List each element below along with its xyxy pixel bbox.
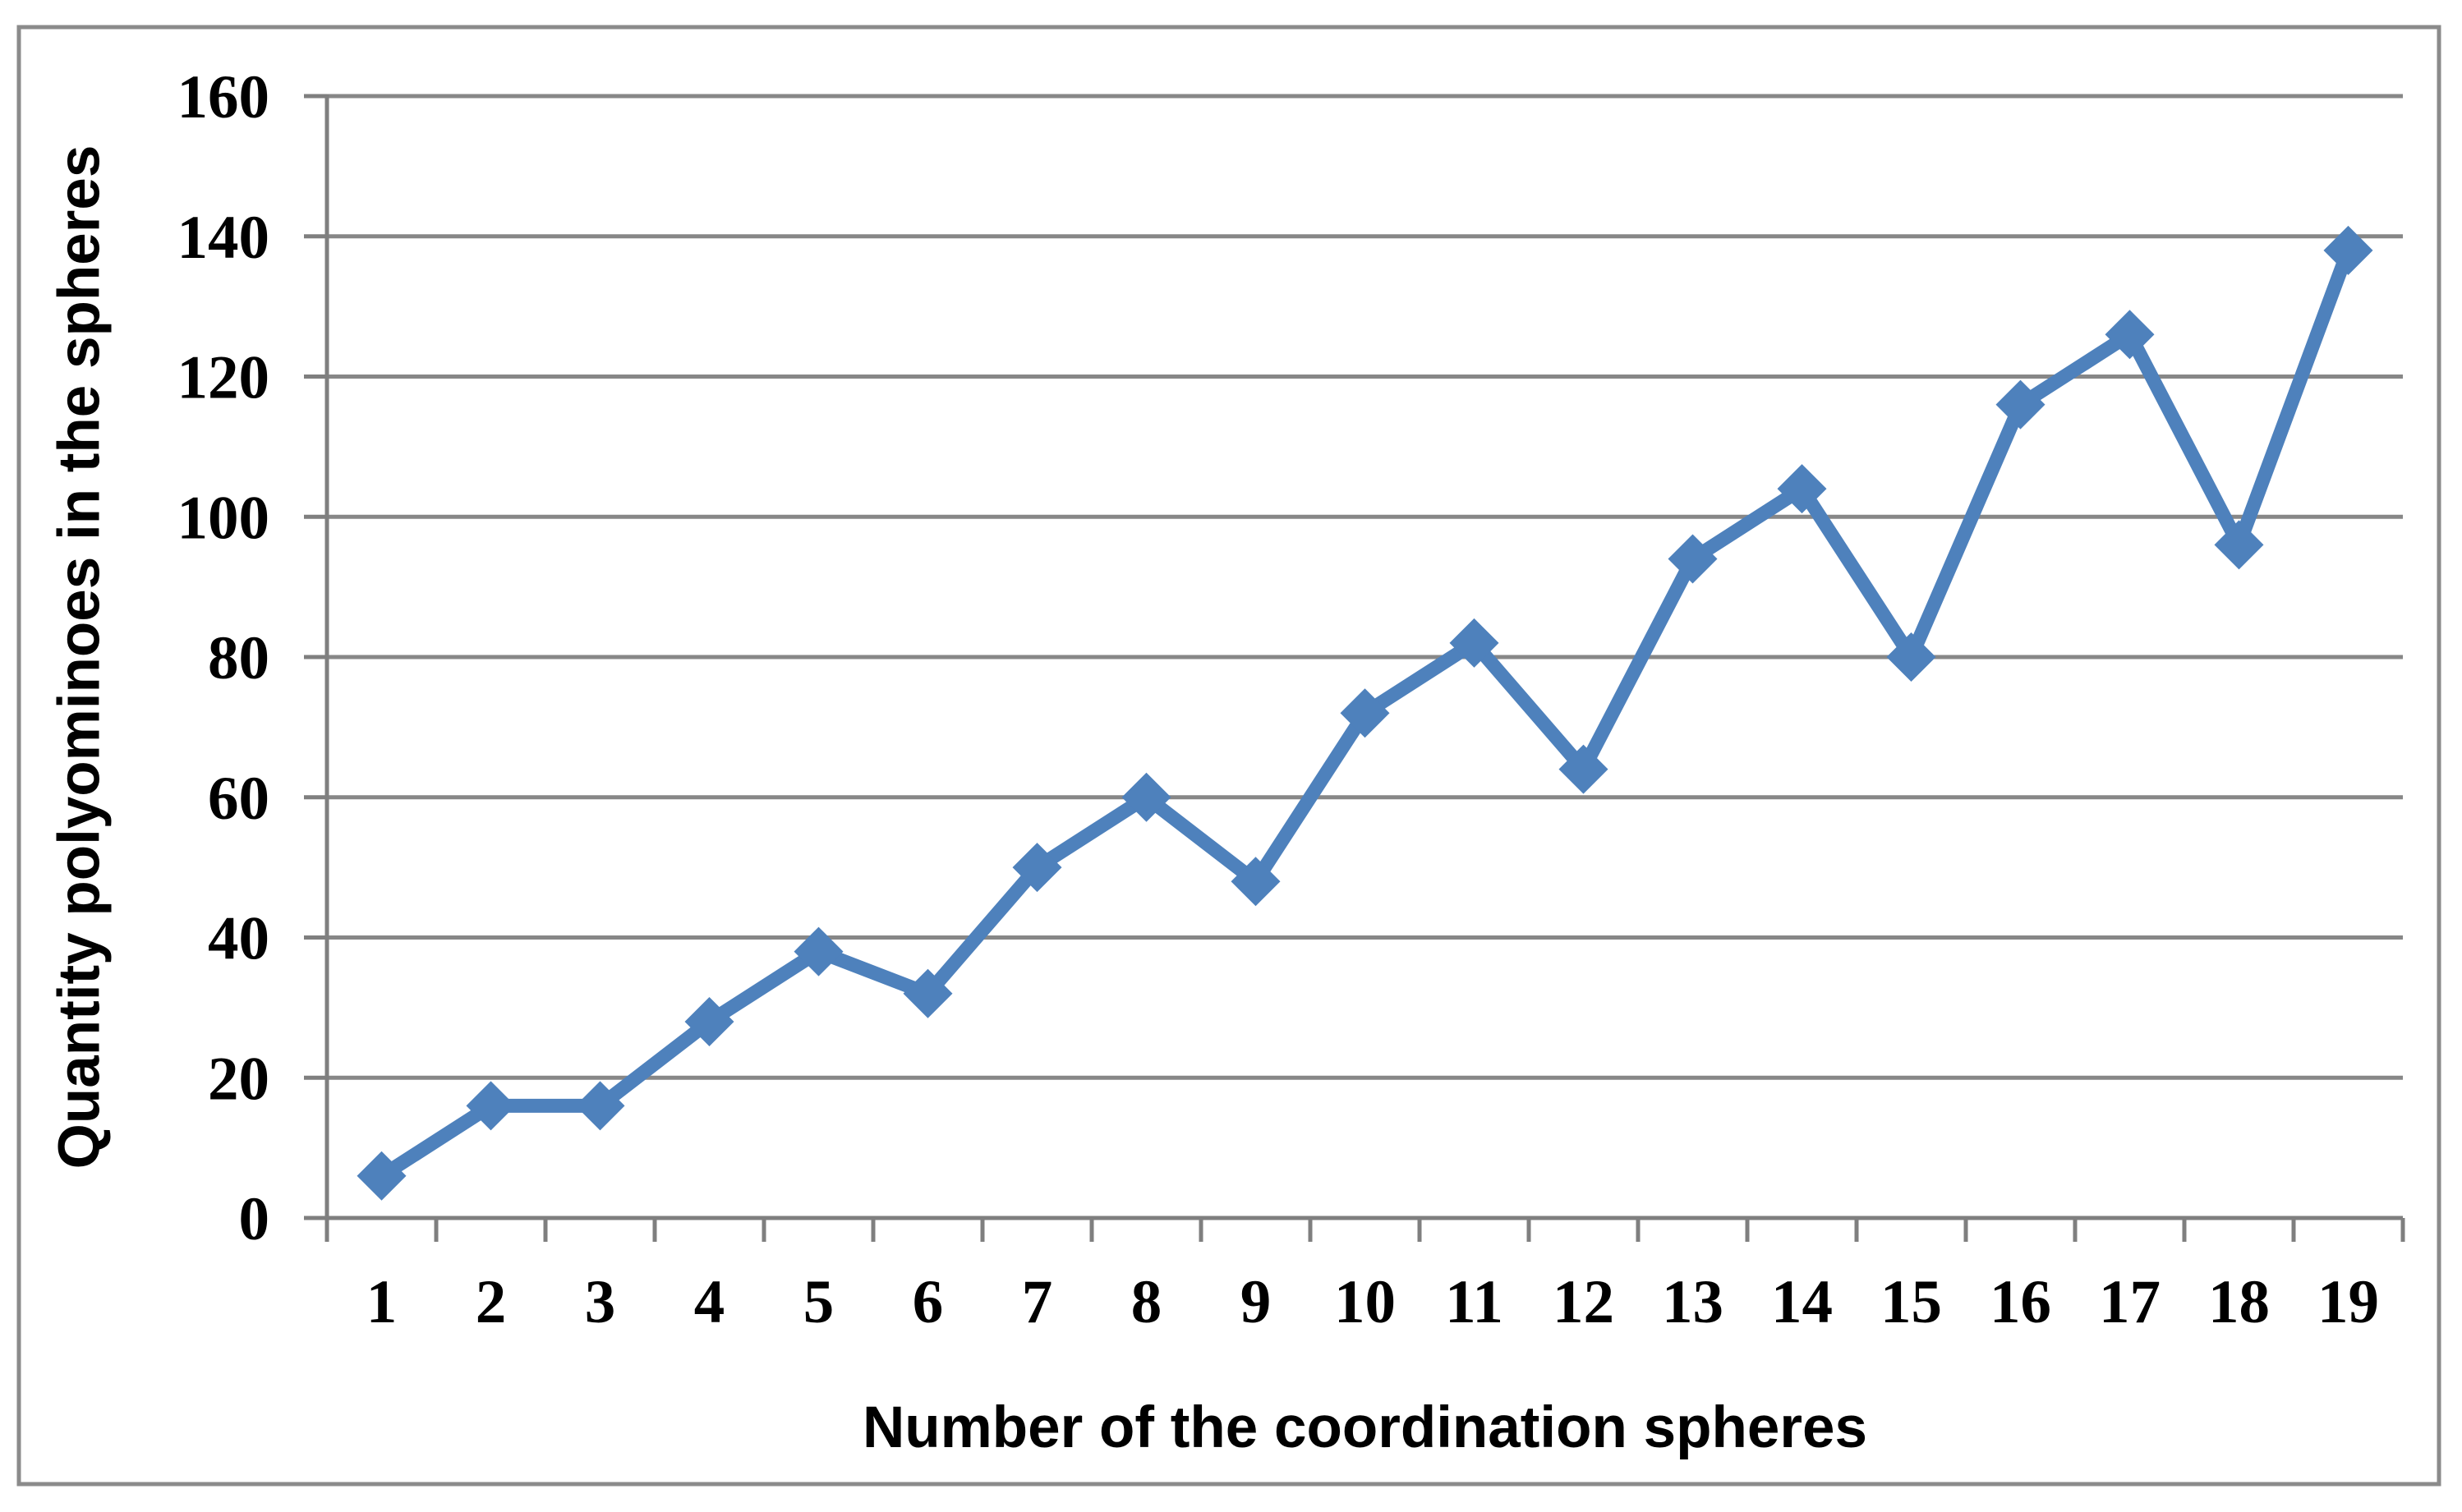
- data-point-marker: [1886, 632, 1936, 682]
- data-point-marker: [1995, 379, 2046, 430]
- y-tick-label: 120: [177, 344, 270, 412]
- y-tick-label: 100: [177, 484, 270, 552]
- x-tick-label: 5: [803, 1268, 835, 1336]
- data-point-marker: [1340, 688, 1390, 738]
- data-point-marker: [1668, 534, 1718, 584]
- data-point-marker: [2105, 310, 2155, 360]
- data-point-marker: [1012, 843, 1062, 893]
- data-point-marker: [466, 1081, 516, 1131]
- x-tick-label: 12: [1553, 1268, 1614, 1336]
- x-tick-label: 17: [2099, 1268, 2161, 1336]
- y-tick-label: 60: [208, 765, 269, 833]
- data-point-marker: [1449, 618, 1499, 668]
- x-tick-label: 6: [913, 1268, 944, 1336]
- x-tick-label: 8: [1131, 1268, 1162, 1336]
- x-tick-label: 10: [1334, 1268, 1396, 1336]
- figure-border: [16, 25, 2441, 1487]
- x-tick-label: 19: [2317, 1268, 2379, 1336]
- x-tick-label: 4: [694, 1268, 725, 1336]
- y-tick-label: 160: [177, 63, 270, 131]
- x-tick-label: 2: [476, 1268, 507, 1336]
- x-axis-title: Number of the coordination spheres: [863, 1395, 1867, 1460]
- x-tick-label: 11: [1445, 1268, 1503, 1336]
- x-tick-label: 14: [1771, 1268, 1833, 1336]
- y-tick-label: 140: [177, 204, 270, 272]
- data-point-marker: [1558, 744, 1608, 794]
- data-point-marker: [794, 926, 844, 977]
- y-tick-label: 0: [239, 1185, 270, 1253]
- x-tick-label: 3: [585, 1268, 616, 1336]
- x-tick-label: 13: [1662, 1268, 1723, 1336]
- y-tick-label: 80: [208, 624, 269, 692]
- data-point-marker: [1121, 772, 1171, 822]
- y-tick-label: 40: [208, 905, 269, 973]
- x-tick-label: 1: [366, 1268, 398, 1336]
- data-point-marker: [2214, 520, 2264, 570]
- data-point-marker: [684, 996, 734, 1046]
- x-tick-label: 15: [1880, 1268, 1942, 1336]
- x-tick-label: 18: [2208, 1268, 2270, 1336]
- data-point-marker: [1777, 464, 1827, 514]
- y-tick-label: 20: [208, 1045, 269, 1113]
- data-point-marker: [575, 1081, 625, 1131]
- data-point-marker: [2323, 225, 2373, 275]
- x-tick-label: 16: [1990, 1268, 2051, 1336]
- x-tick-label: 9: [1240, 1268, 1272, 1336]
- y-axis-title: Quantity polyominoes in the spheres: [47, 145, 113, 1170]
- data-point-marker: [1231, 857, 1281, 907]
- data-point-marker: [357, 1151, 407, 1201]
- data-point-marker: [903, 968, 953, 1018]
- x-tick-label: 7: [1022, 1268, 1053, 1336]
